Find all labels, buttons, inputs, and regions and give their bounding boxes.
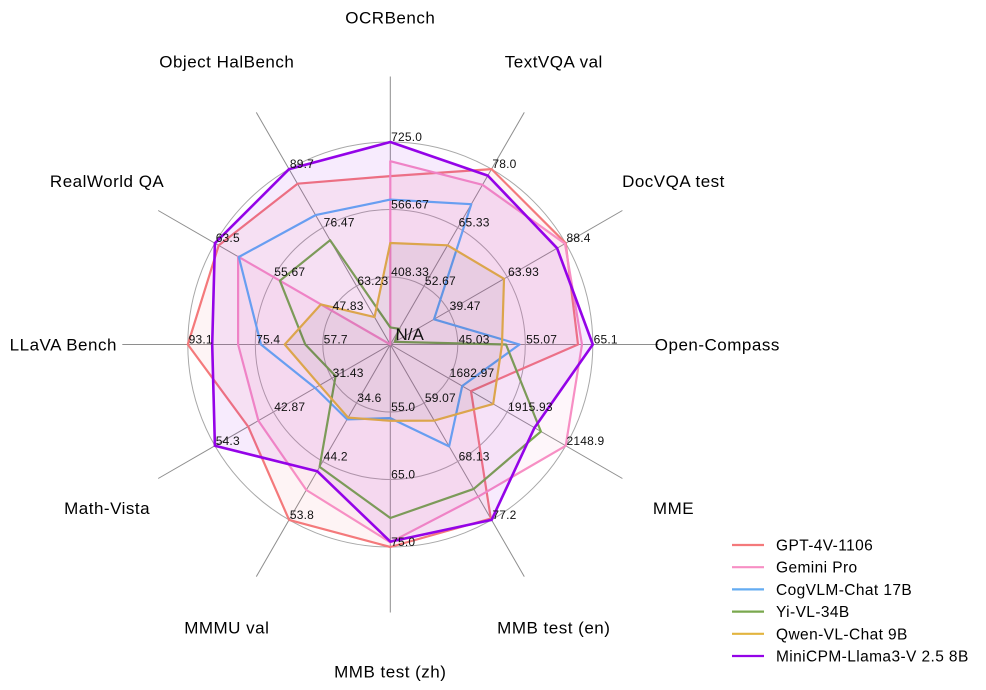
svg-text:63.5: 63.5 — [216, 231, 240, 245]
svg-text:57.7: 57.7 — [324, 333, 348, 347]
svg-text:63.93: 63.93 — [508, 265, 539, 279]
svg-text:TextVQA val: TextVQA val — [505, 52, 603, 71]
svg-text:RealWorld QA: RealWorld QA — [50, 172, 164, 191]
svg-text:MMB test (zh): MMB test (zh) — [334, 663, 446, 682]
svg-text:42.87: 42.87 — [274, 400, 305, 414]
svg-text:Gemini Pro: Gemini Pro — [776, 560, 858, 577]
svg-text:CogVLM-Chat 17B: CogVLM-Chat 17B — [776, 582, 912, 599]
svg-text:75.0: 75.0 — [391, 535, 415, 549]
svg-text:566.67: 566.67 — [391, 198, 429, 212]
svg-text:34.6: 34.6 — [357, 391, 381, 405]
svg-text:88.4: 88.4 — [567, 231, 591, 245]
svg-text:GPT-4V-1106: GPT-4V-1106 — [776, 538, 873, 555]
svg-text:47.83: 47.83 — [333, 299, 364, 313]
svg-text:75.4: 75.4 — [256, 333, 280, 347]
svg-text:89.7: 89.7 — [290, 157, 314, 171]
svg-text:DocVQA test: DocVQA test — [622, 172, 725, 191]
svg-text:39.47: 39.47 — [450, 299, 481, 313]
svg-text:54.3: 54.3 — [216, 434, 240, 448]
svg-text:52.67: 52.67 — [425, 274, 456, 288]
svg-text:55.07: 55.07 — [526, 333, 557, 347]
svg-text:59.07: 59.07 — [425, 391, 456, 405]
svg-text:MiniCPM-Llama3-V 2.5 8B: MiniCPM-Llama3-V 2.5 8B — [776, 649, 969, 666]
svg-text:55.67: 55.67 — [274, 265, 305, 279]
svg-text:Qwen-VL-Chat 9B: Qwen-VL-Chat 9B — [776, 626, 908, 643]
svg-text:MME: MME — [653, 499, 694, 518]
svg-text:MMMU val: MMMU val — [184, 619, 269, 638]
svg-text:78.0: 78.0 — [492, 157, 516, 171]
svg-text:408.33: 408.33 — [391, 265, 429, 279]
svg-text:1915.93: 1915.93 — [508, 400, 553, 414]
svg-text:31.43: 31.43 — [333, 366, 364, 380]
svg-text:N/A: N/A — [396, 325, 425, 344]
svg-text:44.2: 44.2 — [324, 449, 348, 463]
svg-text:725.0: 725.0 — [391, 130, 422, 144]
svg-text:68.13: 68.13 — [459, 449, 490, 463]
svg-text:1682.97: 1682.97 — [450, 366, 495, 380]
svg-text:Yi-VL-34B: Yi-VL-34B — [776, 604, 850, 621]
svg-text:2148.9: 2148.9 — [567, 434, 605, 448]
svg-text:MMB test (en): MMB test (en) — [497, 619, 610, 638]
svg-text:77.2: 77.2 — [492, 508, 516, 522]
svg-text:65.33: 65.33 — [459, 216, 490, 230]
svg-text:OCRBench: OCRBench — [345, 9, 435, 28]
svg-text:45.03: 45.03 — [459, 333, 490, 347]
svg-text:Math-Vista: Math-Vista — [64, 499, 150, 518]
svg-text:65.0: 65.0 — [391, 468, 415, 482]
svg-text:55.0: 55.0 — [391, 400, 415, 414]
svg-text:53.8: 53.8 — [290, 508, 314, 522]
svg-text:63.23: 63.23 — [357, 274, 388, 288]
svg-text:65.1: 65.1 — [594, 333, 618, 347]
svg-text:76.47: 76.47 — [324, 216, 355, 230]
svg-text:LLaVA Bench: LLaVA Bench — [10, 336, 117, 355]
svg-text:Open-Compass: Open-Compass — [655, 336, 780, 355]
svg-text:Object HalBench: Object HalBench — [159, 52, 294, 71]
svg-text:93.1: 93.1 — [189, 333, 213, 347]
